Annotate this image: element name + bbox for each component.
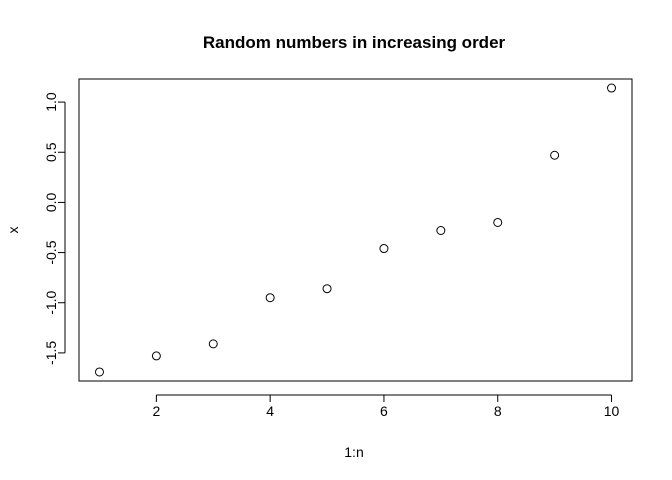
x-tick-label: 2 (152, 403, 160, 419)
data-points (94, 83, 617, 377)
y-tick-label: -1.5 (43, 341, 59, 365)
y-axis-label: x (5, 227, 21, 234)
y-tick-label: -0.5 (43, 240, 59, 264)
data-point (265, 293, 275, 303)
x-tick-label: 6 (380, 403, 388, 419)
x-tick-label: 4 (266, 403, 274, 419)
x-tick-label: 8 (494, 403, 502, 419)
data-point (94, 367, 104, 377)
data-point (607, 83, 617, 93)
x-axis-label: 1:n (344, 444, 363, 460)
plot-area-box (78, 78, 633, 382)
data-point (550, 150, 560, 160)
x-tick-label: 10 (604, 403, 620, 419)
y-tick-label: -1.0 (43, 290, 59, 314)
data-point (151, 351, 161, 361)
data-point (208, 339, 218, 349)
y-tick-label: 0.0 (43, 192, 59, 212)
y-axis: -1.5 -1.0 -0.5 0.0 0.5 1.0 (43, 92, 66, 365)
data-point (379, 244, 389, 254)
y-tick-label: 0.5 (43, 142, 59, 162)
data-point (436, 226, 446, 236)
data-point (322, 284, 332, 294)
data-point (493, 217, 503, 227)
y-tick-label: 1.0 (43, 92, 59, 112)
chart-title: Random numbers in increasing order (203, 33, 506, 52)
x-axis: 2 4 6 8 10 (152, 394, 620, 419)
